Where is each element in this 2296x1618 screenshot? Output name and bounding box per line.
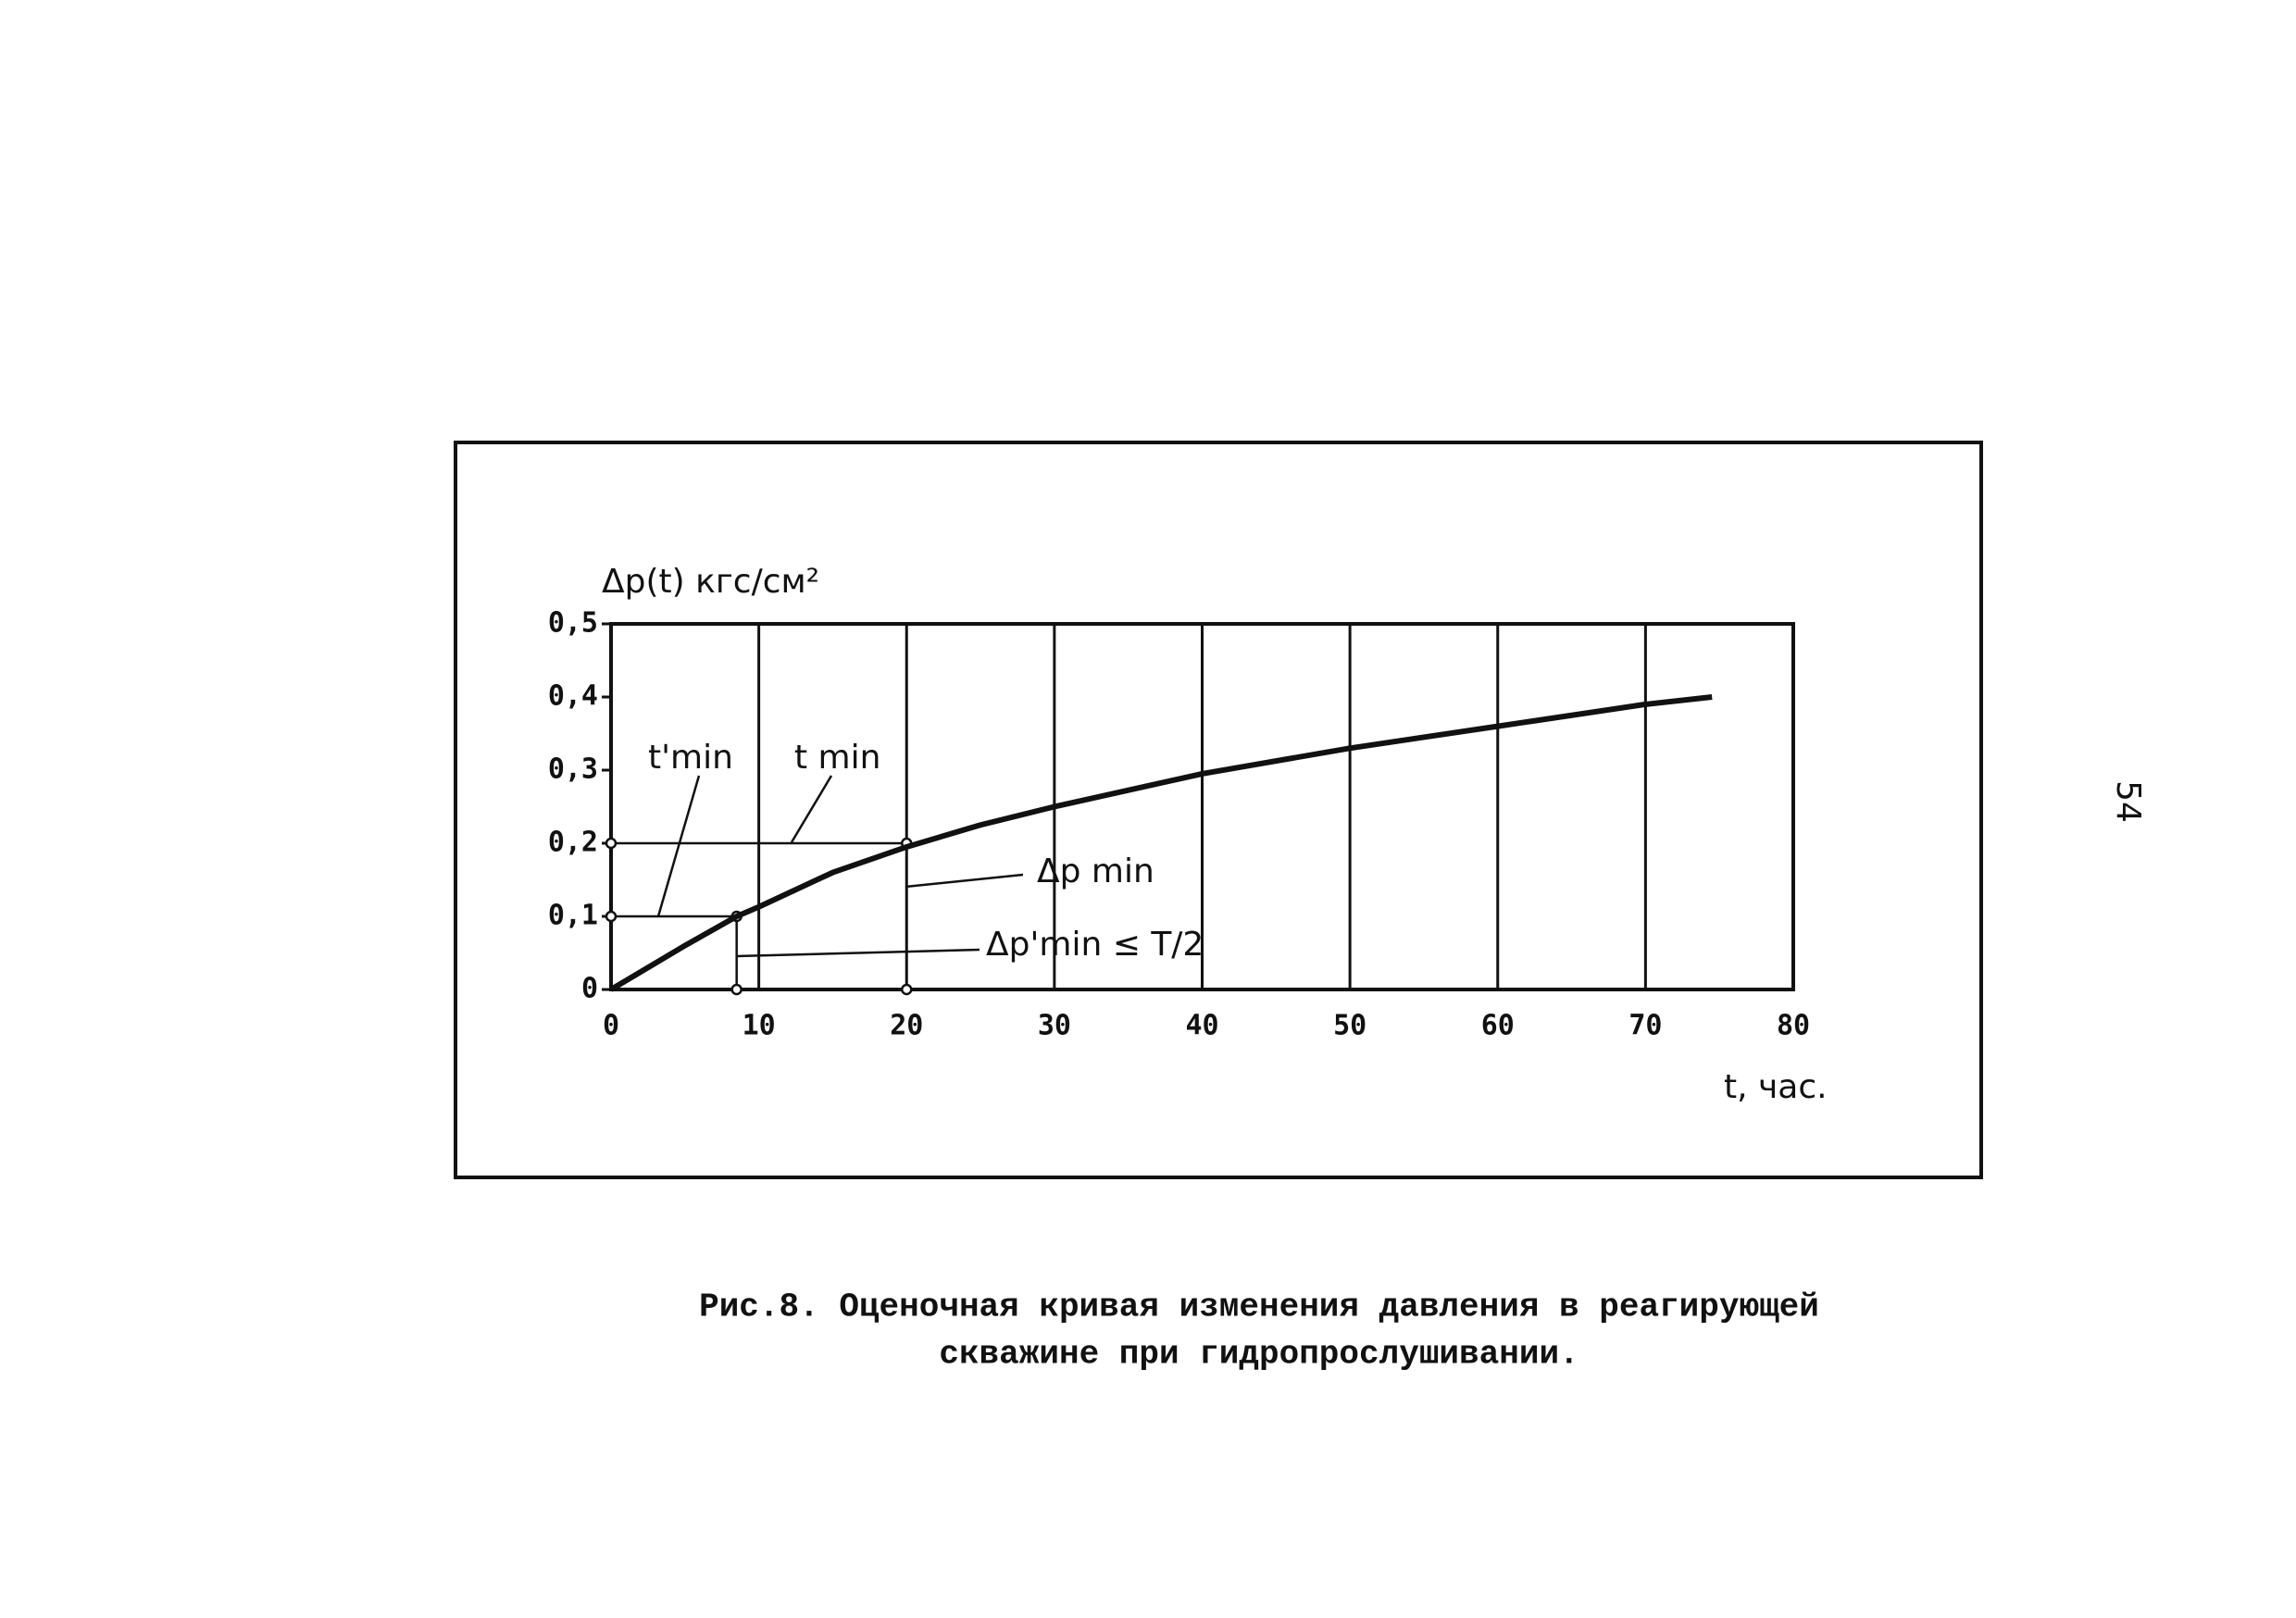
caption-line: скважине при гидропрослушивании. bbox=[939, 1336, 1578, 1374]
reference-point bbox=[605, 837, 618, 850]
x-tick-label: 60 bbox=[1481, 1010, 1515, 1042]
x-tick-label: 80 bbox=[1777, 1010, 1810, 1042]
reference-point bbox=[605, 910, 618, 923]
reference-point bbox=[901, 983, 913, 996]
x-tick-label: 30 bbox=[1038, 1010, 1071, 1042]
figure-frame bbox=[454, 441, 1983, 1179]
y-tick-label: 0,2 bbox=[548, 827, 598, 859]
annotation: Δp'min ≤ T/2 bbox=[986, 926, 1204, 964]
x-tick-label: 0 bbox=[603, 1010, 619, 1042]
reference-point bbox=[730, 983, 742, 996]
caption-line: Рис.8. Оценочная кривая изменения давлен… bbox=[699, 1288, 1819, 1326]
y-tick-label: 0,3 bbox=[548, 753, 598, 786]
x-axis-label: t, час. bbox=[1724, 1068, 1828, 1106]
page-number: 54 bbox=[2109, 780, 2147, 823]
y-tick-label: 0 bbox=[581, 973, 598, 1005]
annotation: Δp min bbox=[1037, 853, 1154, 890]
leader-line bbox=[790, 775, 833, 843]
annotation: t min bbox=[794, 739, 880, 777]
y-tick-label: 0,1 bbox=[548, 900, 598, 932]
x-tick-label: 20 bbox=[890, 1010, 923, 1042]
x-tick-label: 40 bbox=[1185, 1010, 1218, 1042]
leader-line bbox=[735, 948, 980, 958]
x-tick-label: 10 bbox=[742, 1010, 776, 1042]
data-line bbox=[609, 694, 1713, 992]
leader-line bbox=[656, 775, 701, 917]
y-axis-label: Δp(t) кгс/см² bbox=[602, 563, 819, 601]
x-tick-label: 70 bbox=[1628, 1010, 1662, 1042]
annotation: t'min bbox=[648, 739, 733, 777]
y-tick-label: 0,4 bbox=[548, 680, 598, 713]
x-tick-label: 50 bbox=[1333, 1010, 1366, 1042]
leader-line bbox=[905, 873, 1024, 889]
y-tick-label: 0,5 bbox=[548, 607, 598, 640]
